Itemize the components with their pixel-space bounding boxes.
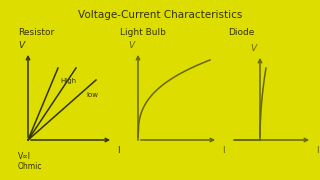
Text: V: V xyxy=(250,44,256,53)
Text: V: V xyxy=(18,41,24,50)
Text: Voltage-Current Characteristics: Voltage-Current Characteristics xyxy=(78,10,242,20)
Text: V∝I: V∝I xyxy=(18,152,31,161)
Text: low: low xyxy=(86,92,98,98)
Text: I: I xyxy=(316,146,318,155)
Text: High: High xyxy=(60,78,76,84)
Text: Resistor: Resistor xyxy=(18,28,54,37)
Text: Ohmic: Ohmic xyxy=(18,162,43,171)
Text: Diode: Diode xyxy=(228,28,254,37)
Text: V: V xyxy=(128,41,134,50)
Text: I: I xyxy=(117,146,119,155)
Text: I: I xyxy=(222,146,224,155)
Text: Light Bulb: Light Bulb xyxy=(120,28,166,37)
